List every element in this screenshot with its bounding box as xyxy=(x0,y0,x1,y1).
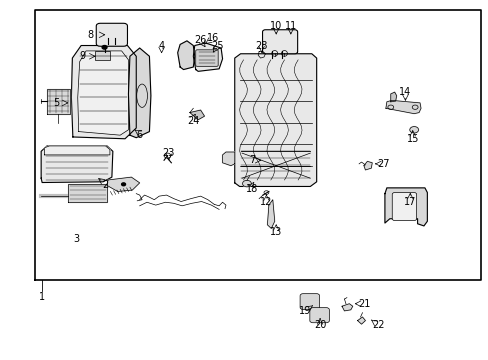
Text: 9: 9 xyxy=(80,51,85,61)
Polygon shape xyxy=(222,152,234,166)
Circle shape xyxy=(102,45,107,49)
Text: 5: 5 xyxy=(54,98,60,108)
Text: 18: 18 xyxy=(245,184,257,194)
Text: 27: 27 xyxy=(376,159,389,169)
Polygon shape xyxy=(78,51,128,135)
Text: 22: 22 xyxy=(371,320,384,330)
Polygon shape xyxy=(193,43,222,71)
Text: 24: 24 xyxy=(187,116,199,126)
FancyBboxPatch shape xyxy=(195,50,218,66)
Polygon shape xyxy=(128,48,151,138)
Circle shape xyxy=(122,183,125,186)
Text: 28: 28 xyxy=(255,41,267,50)
Text: 19: 19 xyxy=(299,306,311,316)
Text: 15: 15 xyxy=(406,134,418,144)
Text: 1: 1 xyxy=(39,292,45,302)
Text: 25: 25 xyxy=(211,41,224,50)
Text: 20: 20 xyxy=(313,320,325,330)
Polygon shape xyxy=(357,317,365,324)
Polygon shape xyxy=(68,184,107,202)
FancyBboxPatch shape xyxy=(95,51,110,59)
Text: 21: 21 xyxy=(357,299,369,309)
Text: 13: 13 xyxy=(269,227,282,237)
Polygon shape xyxy=(189,110,204,120)
Text: 26: 26 xyxy=(194,35,206,45)
Polygon shape xyxy=(47,89,70,114)
FancyBboxPatch shape xyxy=(262,30,297,54)
Polygon shape xyxy=(234,54,316,186)
Polygon shape xyxy=(385,100,420,114)
FancyBboxPatch shape xyxy=(309,308,329,323)
Circle shape xyxy=(409,127,418,133)
Text: 7: 7 xyxy=(248,155,254,165)
Text: 3: 3 xyxy=(73,234,79,244)
FancyBboxPatch shape xyxy=(300,294,319,310)
Text: 17: 17 xyxy=(403,197,416,207)
Text: 12: 12 xyxy=(260,197,272,207)
FancyBboxPatch shape xyxy=(96,23,127,46)
Polygon shape xyxy=(341,304,352,311)
Text: 14: 14 xyxy=(399,87,411,97)
Polygon shape xyxy=(177,41,194,69)
Text: 23: 23 xyxy=(163,148,175,158)
Polygon shape xyxy=(44,146,110,155)
Polygon shape xyxy=(71,45,136,139)
Polygon shape xyxy=(267,200,274,228)
Polygon shape xyxy=(384,188,427,226)
Circle shape xyxy=(242,180,251,187)
Text: 6: 6 xyxy=(136,130,142,140)
Text: 10: 10 xyxy=(269,21,282,31)
Text: 4: 4 xyxy=(158,41,164,50)
Text: 2: 2 xyxy=(102,180,108,190)
Polygon shape xyxy=(390,92,396,102)
Text: 8: 8 xyxy=(88,30,94,40)
Polygon shape xyxy=(363,161,371,170)
FancyBboxPatch shape xyxy=(391,193,416,221)
Text: 16: 16 xyxy=(206,33,219,43)
Polygon shape xyxy=(107,177,140,192)
Polygon shape xyxy=(41,146,113,183)
Text: 11: 11 xyxy=(284,21,296,31)
